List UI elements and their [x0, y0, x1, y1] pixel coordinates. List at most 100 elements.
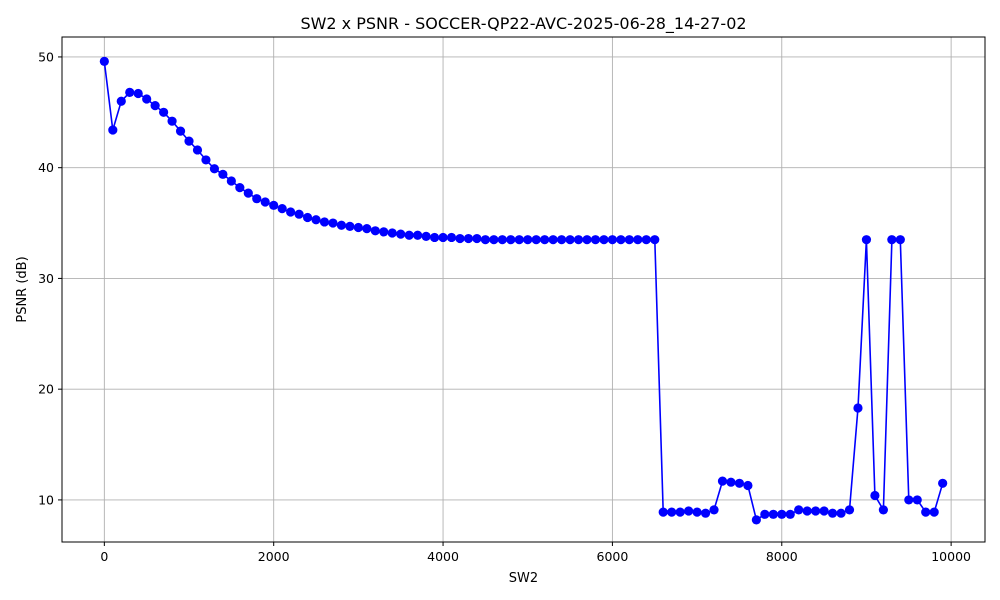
- data-point: [624, 235, 634, 245]
- x-tick-label: 8000: [766, 549, 798, 564]
- data-point: [531, 235, 541, 245]
- data-point: [523, 235, 533, 245]
- data-point: [836, 508, 846, 518]
- series: [99, 56, 948, 525]
- data-point: [108, 125, 118, 135]
- data-point: [514, 235, 524, 245]
- data-point: [472, 233, 482, 244]
- data-point: [455, 233, 465, 244]
- data-point: [726, 477, 736, 487]
- data-point: [286, 207, 296, 217]
- data-point: [133, 88, 143, 99]
- data-point: [878, 505, 888, 515]
- data-point: [861, 235, 872, 245]
- data-point: [125, 87, 135, 97]
- data-point: [760, 509, 770, 519]
- data-point: [302, 212, 313, 223]
- data-point: [573, 235, 584, 245]
- data-point: [599, 235, 609, 245]
- data-point: [607, 235, 618, 245]
- data-point: [226, 176, 236, 186]
- data-point: [853, 403, 863, 413]
- y-tick-label: 30: [38, 271, 54, 286]
- data-point: [709, 505, 719, 515]
- y-tick-label: 20: [38, 382, 54, 397]
- data-point: [421, 231, 431, 241]
- data-point: [413, 230, 423, 240]
- data-point: [777, 509, 787, 519]
- data-point: [252, 194, 262, 204]
- data-point: [438, 232, 448, 243]
- y-tick-label: 10: [38, 492, 54, 507]
- data-point: [921, 507, 931, 517]
- data-point: [387, 228, 397, 238]
- data-point: [150, 101, 160, 111]
- data-point: [700, 508, 711, 518]
- data-point: [497, 235, 507, 245]
- data-point: [260, 197, 270, 207]
- data-point: [938, 478, 948, 488]
- data-point: [633, 235, 643, 245]
- x-axis-label: SW2: [509, 571, 538, 586]
- data-point: [548, 235, 558, 245]
- data-point: [311, 215, 321, 225]
- data-point: [557, 235, 567, 245]
- data-point: [658, 507, 668, 517]
- data-point: [175, 126, 186, 136]
- data-point: [785, 509, 795, 519]
- data-point: [201, 155, 211, 165]
- data-point: [692, 507, 702, 517]
- data-point: [235, 183, 245, 193]
- data-point: [142, 94, 152, 104]
- x-tick-label: 2000: [258, 549, 290, 564]
- data-point: [362, 223, 372, 234]
- data-point: [319, 217, 330, 227]
- data-point: [743, 480, 753, 491]
- data-point: [667, 507, 677, 517]
- data-point: [616, 235, 626, 245]
- data-point: [734, 478, 745, 488]
- data-point: [269, 200, 279, 210]
- data-point: [811, 506, 821, 516]
- y-tick-label: 40: [38, 160, 54, 175]
- ticks: 0 2000 4000 6000 8000 10000 10 20 30 40 50: [38, 49, 971, 564]
- data-point: [819, 506, 829, 516]
- data-point: [345, 221, 355, 231]
- x-tick-label: 0: [100, 549, 108, 564]
- data-point: [870, 490, 880, 501]
- plot-frame: [61, 36, 986, 543]
- data-point: [218, 169, 228, 179]
- data-point: [159, 107, 169, 117]
- data-point: [582, 235, 592, 245]
- data-point: [209, 164, 220, 174]
- data-point: [480, 235, 490, 245]
- data-point: [844, 505, 855, 515]
- data-point: [167, 116, 177, 126]
- data-point: [353, 222, 363, 233]
- data-point: [912, 495, 922, 505]
- x-tick-label: 10000: [931, 549, 971, 564]
- data-point: [590, 235, 601, 245]
- data-point: [396, 229, 406, 239]
- data-point: [506, 235, 516, 245]
- data-point: [294, 209, 304, 219]
- data-point: [540, 235, 550, 245]
- data-point: [489, 235, 499, 245]
- x-tick-label: 4000: [427, 549, 459, 564]
- data-point: [336, 220, 347, 230]
- data-point: [446, 232, 457, 243]
- data-point: [565, 235, 575, 245]
- data-point: [184, 136, 194, 146]
- data-point: [328, 218, 338, 228]
- chart-title: SW2 x PSNR - SOCCER-QP22-AVC-2025-06-28_…: [300, 14, 746, 34]
- data-point: [802, 506, 812, 516]
- data-point: [751, 515, 761, 525]
- data-point: [717, 476, 728, 486]
- data-point: [827, 508, 838, 518]
- data-point: [243, 188, 253, 198]
- data-point: [675, 507, 685, 517]
- data-point: [116, 96, 126, 106]
- data-point: [404, 230, 414, 240]
- grid: [62, 37, 985, 542]
